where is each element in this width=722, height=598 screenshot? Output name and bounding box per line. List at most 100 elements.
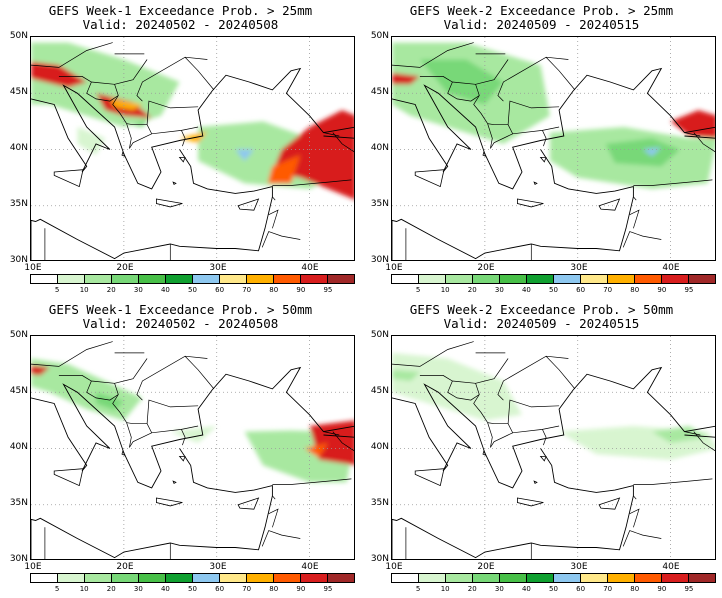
island-outline [517,497,544,507]
panel-valid-dates: Valid: 20240509 - 20240515 [443,316,640,331]
lat-label: 45N [370,87,389,97]
lat-label: 40N [370,143,389,153]
lon-label: 20E [116,263,134,273]
coastline [392,135,715,260]
country-border [112,84,127,124]
precip-contour [419,59,504,105]
colorbar-label: 80 [269,286,279,294]
colorbar-label: 95 [323,286,333,294]
island-outline [539,456,547,462]
colorbar-label: 40 [521,286,531,294]
country-border [58,59,148,85]
lat-label: 35N [9,498,28,508]
panel-title: GEFS Week-1 Exceedance Prob. > 25mm [48,3,313,18]
colorbar-label: 10 [79,585,89,593]
map-plot [391,36,716,261]
precip-contour [235,149,254,161]
colorbar-swatch [193,275,220,283]
lon-label: 20E [477,562,495,572]
colorbar-label: 90 [296,286,306,294]
colorbar-label: 90 [657,286,667,294]
colorbar-label: 20 [106,585,116,593]
colorbar-label: 40 [160,286,170,294]
lat-label: 35N [370,199,389,209]
country-border [633,196,637,201]
lon-label: 30E [209,263,227,273]
island-outline [53,468,84,487]
country-border [629,508,640,528]
panel-valid-dates: Valid: 20240509 - 20240515 [443,17,640,32]
colorbar-label: 30 [133,286,143,294]
colorbar-label: 70 [242,286,252,294]
island-outline [598,497,621,510]
lat-label: 35N [370,498,389,508]
country-border [392,341,474,367]
country-border [323,132,340,137]
colorbar-swatch [220,574,247,582]
coastline [31,366,354,489]
island-outline [482,449,487,457]
country-border [419,59,509,85]
coastline [31,135,354,260]
country-border [126,422,199,434]
country-border [497,56,569,102]
country-border [487,123,493,149]
colorbar-swatch [608,574,635,582]
colorbar-swatch [527,275,554,283]
colorbar-label: 50 [188,286,197,294]
precip-contour [670,110,715,139]
country-border [473,383,488,423]
lon-label: 10E [385,562,403,572]
colorbar-label: 20 [467,585,477,593]
country-border [497,355,569,401]
island-outline [156,497,183,507]
island-outline [156,198,183,208]
precip-contour [267,155,301,184]
colorbar-swatch [392,275,419,283]
colorbar-label: 40 [160,585,170,593]
country-border [487,123,560,135]
colorbar-swatch [166,574,193,582]
country-border [487,422,493,448]
country-border [323,431,340,436]
country-border [490,432,513,448]
precip-contour [77,127,106,156]
lon-label: 40E [662,562,680,572]
lat-label: 45N [9,386,28,396]
precip-contour [109,98,143,111]
country-border [633,478,713,485]
colorbar-swatch [446,574,473,582]
colorbar-label: 70 [242,585,252,593]
colorbar-label: 30 [494,286,504,294]
country-border [86,380,119,401]
colorbar-swatch [85,574,112,582]
country-border [272,196,276,201]
colorbar-swatch [473,275,500,283]
lat-label: 40N [370,442,389,452]
colorbar-swatch [635,574,662,582]
colorbar-label: 20 [106,286,116,294]
coastline [31,67,354,190]
country-border [684,132,701,137]
colorbar-label: 10 [79,286,89,294]
colorbar-label: 60 [215,286,225,294]
island-outline [237,198,260,211]
colorbar-label: 90 [296,585,306,593]
colorbar-swatch [247,574,274,582]
lat-label: 40N [9,442,28,452]
precip-contour [96,392,124,411]
colorbar-label: 30 [133,585,143,593]
island-outline [237,497,260,510]
precip-contour [605,138,680,167]
colorbar [30,573,355,583]
map-panel-1: GEFS Week-1 Exceedance Prob. > 25mm Vali… [0,0,361,299]
island-outline [598,198,621,211]
precip-probability-field [31,358,354,483]
island-outline [121,150,126,158]
lon-label: 30E [209,562,227,572]
country-border [184,355,215,390]
colorbar-label: 80 [269,585,279,593]
map-panel-2: GEFS Week-2 Exceedance Prob. > 25mm Vali… [361,0,722,299]
country-border [268,508,279,528]
country-border [261,231,301,248]
